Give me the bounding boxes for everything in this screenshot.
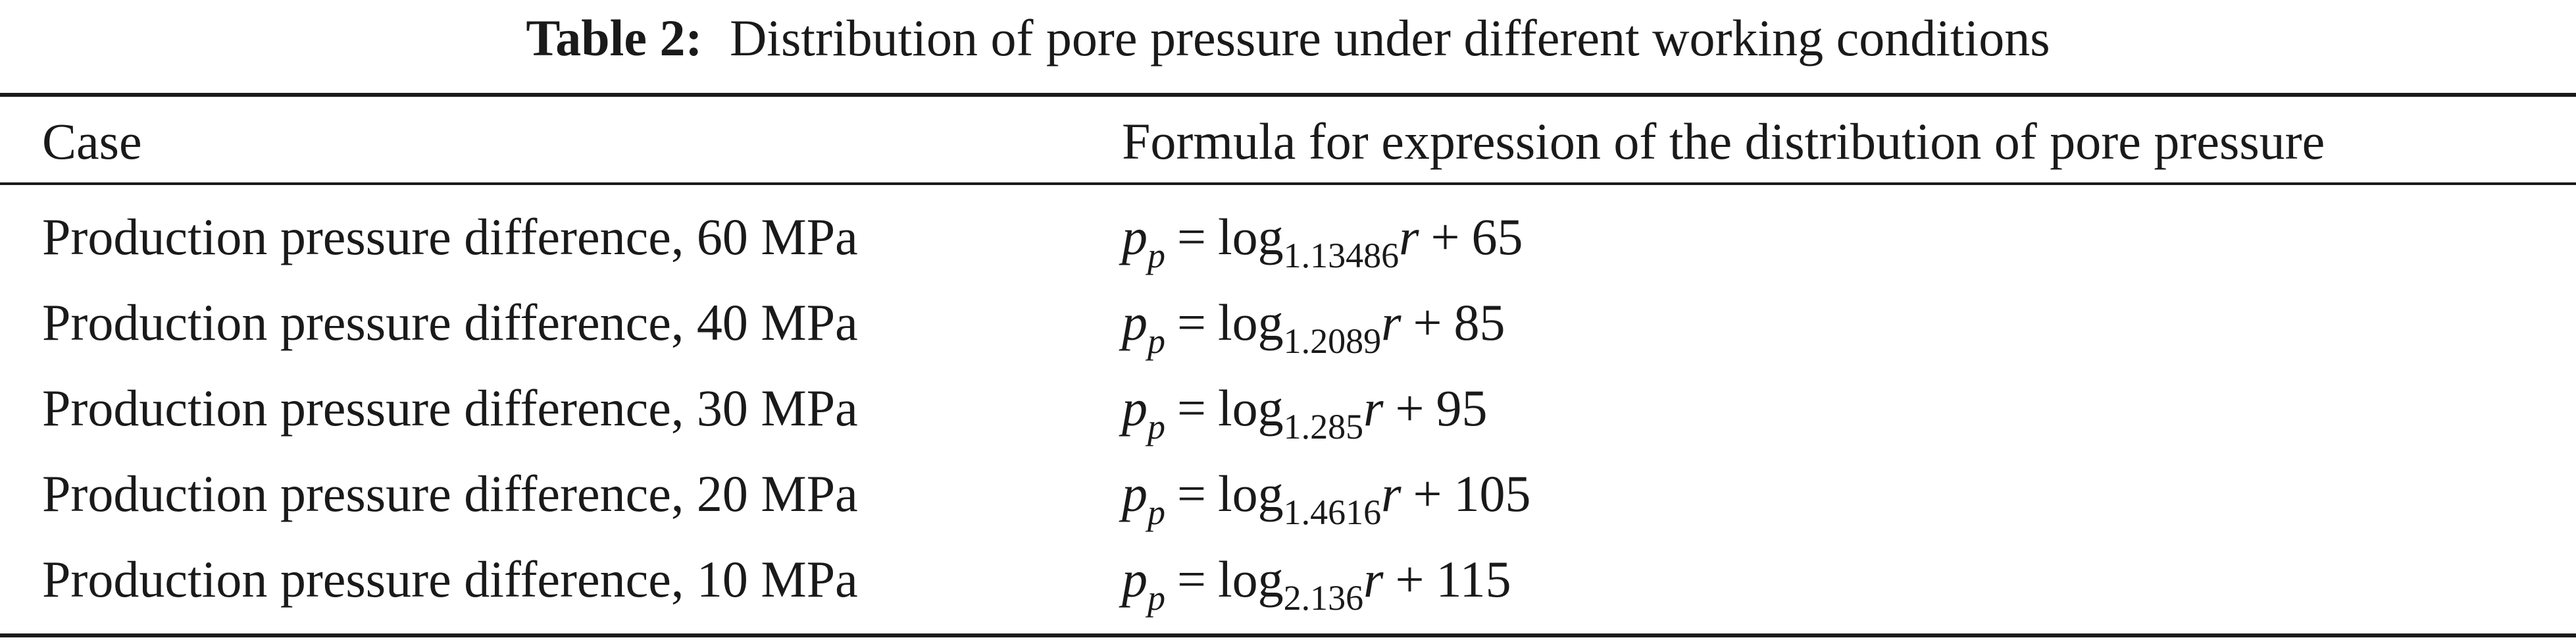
formula-constant: 85 [1453,294,1505,351]
formula-variable-subscript: p [1148,493,1165,532]
formula-cell: pp = log1.285r +95 [1122,365,1488,451]
formula-variable-subscript: p [1148,236,1165,275]
formula-equals: = [1177,379,1206,437]
formula-log: log [1218,294,1284,351]
header-formula: Formula for expression of the distributi… [1122,113,2325,170]
formula-variable: p [1122,379,1148,437]
case-cell: Production pressure difference, 40 MPa [42,294,858,351]
formula-argument: r [1399,208,1419,265]
formula-argument: r [1381,465,1402,522]
formula-constant: 115 [1436,550,1511,608]
table-top-rule [0,93,2576,97]
formula-plus: + [1413,465,1442,522]
formula-cell: pp = log1.2089r +85 [1122,280,1505,365]
formula-equals: = [1177,550,1206,608]
formula-log-base: 2.136 [1283,578,1364,618]
formula-plus: + [1430,208,1460,265]
formula-log-base: 1.2089 [1283,321,1382,361]
table-row: Production pressure difference, 20 MPa p… [0,451,2576,537]
formula-constant: 65 [1471,208,1523,265]
table-caption: Table 2: Distribution of pore pressure u… [0,0,2576,91]
formula-log: log [1218,465,1284,522]
case-cell: Production pressure difference, 20 MPa [42,465,858,522]
formula-variable-subscript: p [1148,321,1165,361]
case-cell: Production pressure difference, 10 MPa [42,550,858,608]
table-row: Production pressure difference, 30 MPa p… [0,365,2576,451]
table-row: Production pressure difference, 10 MPa p… [0,537,2576,622]
table-bottom-rule [0,633,2576,637]
formula-plus: + [1413,294,1442,351]
formula-plus: + [1395,550,1425,608]
formula-variable-subscript: p [1148,407,1165,446]
table-header-row: Case Formula for expression of the distr… [0,99,2576,184]
formula-variable: p [1122,208,1148,265]
formula-cell: pp = log2.136r +115 [1122,537,1511,622]
formula-equals: = [1177,465,1206,522]
formula-log: log [1218,550,1284,608]
formula-constant: 95 [1436,379,1488,437]
formula-argument: r [1363,550,1384,608]
table-row: Production pressure difference, 60 MPa p… [0,194,2576,280]
formula-plus: + [1395,379,1425,437]
case-cell: Production pressure difference, 60 MPa [42,208,858,265]
formula-log-base: 1.4616 [1283,493,1382,532]
table-header-rule [0,182,2576,185]
formula-variable: p [1122,294,1148,351]
formula-variable: p [1122,550,1148,608]
table-row: Production pressure difference, 40 MPa p… [0,280,2576,365]
formula-log-base: 1.285 [1283,407,1364,446]
header-case: Case [42,113,142,170]
formula-constant: 105 [1453,465,1531,522]
formula-argument: r [1381,294,1402,351]
table-caption-text: Distribution of pore pressure under diff… [729,9,2050,67]
formula-variable: p [1122,465,1148,522]
table-caption-label: Table 2: [526,9,703,67]
formula-cell: pp = log1.4616r +105 [1122,451,1531,537]
formula-variable-subscript: p [1148,578,1165,618]
formula-equals: = [1177,294,1206,351]
formula-equals: = [1177,208,1206,265]
formula-argument: r [1363,379,1384,437]
formula-log: log [1218,208,1284,265]
case-cell: Production pressure difference, 30 MPa [42,379,858,437]
formula-log: log [1218,379,1284,437]
formula-log-base: 1.13486 [1283,236,1400,275]
formula-cell: pp = log1.13486r +65 [1122,194,1523,280]
